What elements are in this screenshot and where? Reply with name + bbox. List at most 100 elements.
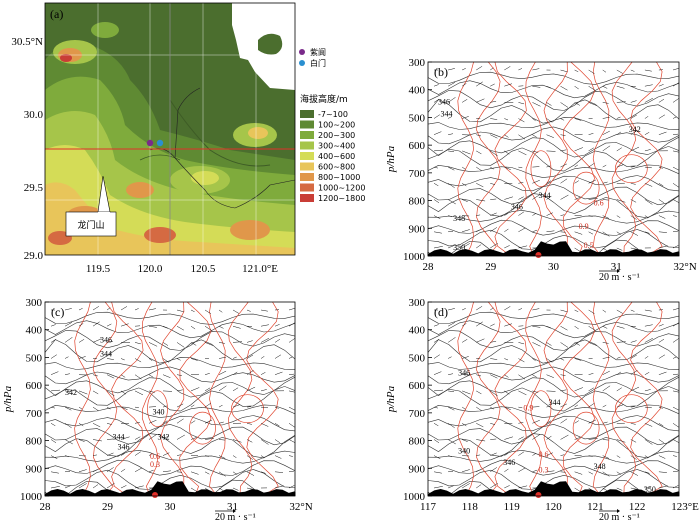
wind-vector — [490, 118, 498, 120]
wind-vector — [602, 181, 608, 184]
wind-vector — [560, 342, 569, 348]
theta-contour — [428, 357, 679, 370]
wind-vector — [588, 419, 597, 424]
wind-vector — [518, 182, 524, 184]
wind-vector — [134, 467, 143, 473]
wind-vector — [190, 309, 195, 313]
wind-vector — [672, 245, 679, 249]
wind-vector — [490, 183, 496, 185]
wind-vector — [616, 387, 622, 392]
wind-vector — [616, 487, 623, 491]
wind-vector — [246, 370, 254, 375]
wind-vector — [476, 390, 482, 395]
wind-vector — [134, 451, 141, 456]
wind-vector — [476, 166, 483, 172]
wind-vector — [644, 166, 652, 169]
station-legend-label: 紫阆 — [310, 47, 326, 57]
x-tick-label: 119 — [504, 501, 521, 513]
wind-vector — [504, 485, 510, 489]
wind-vector — [218, 385, 227, 392]
wind-vector — [588, 325, 596, 331]
wind-vector — [162, 470, 171, 473]
wind-vector — [658, 455, 666, 459]
vorticity-contour — [525, 302, 542, 496]
wind-vector — [490, 438, 497, 440]
wind-vector — [574, 325, 579, 330]
wind-vector — [560, 374, 566, 376]
wind-vector — [574, 342, 580, 346]
y-axis-label: p/hPa — [2, 385, 14, 413]
wind-vector — [532, 453, 536, 456]
wind-vector — [232, 356, 237, 359]
wind-vector — [518, 166, 523, 169]
wind-vector — [644, 149, 651, 152]
wind-vector — [504, 66, 511, 71]
wind-vector — [447, 166, 455, 171]
wind-vector — [50, 455, 58, 460]
wind-vector — [616, 69, 623, 74]
wind-vector — [644, 337, 654, 343]
wind-vector — [602, 116, 610, 119]
wind-vector — [176, 325, 185, 331]
wind-vector — [433, 215, 441, 220]
wind-vector — [218, 471, 226, 477]
wind-vector — [518, 485, 528, 489]
vorticity-contour — [572, 171, 600, 205]
wind-vector — [518, 196, 524, 200]
wind-vector — [490, 482, 498, 489]
wind-vector — [462, 150, 471, 155]
wind-vector — [602, 309, 607, 313]
wind-vector — [560, 454, 565, 456]
wind-vector — [476, 406, 483, 412]
wind-vector — [532, 358, 536, 362]
wind-vector — [588, 309, 595, 315]
wind-vector — [274, 371, 283, 375]
vorticity-contour — [209, 302, 226, 496]
elevation-label: 1000~1200 — [318, 184, 365, 193]
wind-vector — [232, 439, 242, 443]
wind-vector — [490, 67, 494, 71]
wind-vector — [162, 342, 169, 346]
wind-vector — [176, 309, 184, 313]
cross-section-field — [428, 62, 679, 256]
wind-vector — [433, 84, 439, 87]
wind-vector — [176, 403, 184, 408]
wind-vector — [672, 150, 679, 153]
wind-vector — [518, 68, 523, 71]
wind-vector — [532, 194, 541, 200]
wind-vector — [461, 323, 467, 327]
wind-vector — [490, 323, 495, 327]
wind-vector — [106, 438, 114, 440]
wind-vector — [602, 455, 610, 459]
wind-vector — [630, 130, 638, 135]
elevation-swatch — [300, 141, 314, 150]
y-tick-label: 900 — [409, 223, 426, 235]
panel-letter-a: (a) — [50, 7, 63, 21]
wind-vector — [602, 421, 608, 424]
wind-vector — [546, 435, 552, 440]
wind-vector — [658, 485, 668, 489]
wind-vector — [672, 183, 679, 188]
wind-vector — [532, 419, 540, 424]
wind-vector — [274, 354, 282, 359]
wind-vector — [532, 325, 541, 328]
wind-vector — [546, 470, 555, 473]
wind-vector — [447, 356, 452, 359]
y-tick-label: 400 — [409, 325, 426, 337]
theta-contour — [428, 433, 679, 459]
wind-vector — [148, 308, 156, 311]
wind-vector — [532, 118, 536, 122]
wind-vector — [288, 307, 295, 311]
theta-contour — [45, 459, 295, 476]
wind-vector — [218, 309, 223, 313]
wind-vector — [532, 308, 540, 311]
wind-vector — [546, 150, 556, 152]
wind-vector — [232, 309, 240, 314]
vorticity-contour — [611, 62, 637, 256]
contour-label: 350 — [644, 485, 656, 494]
wind-vector — [232, 325, 241, 329]
wind-vector — [560, 85, 568, 91]
wind-vector — [448, 215, 452, 217]
wind-vector — [574, 309, 579, 313]
elevation-swatch — [300, 110, 314, 118]
